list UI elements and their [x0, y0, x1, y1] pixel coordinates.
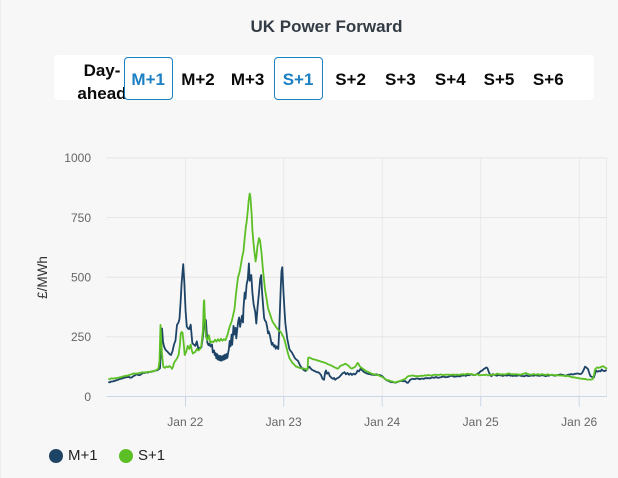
svg-text:Jan 22: Jan 22: [167, 415, 203, 429]
svg-text:Jan 25: Jan 25: [463, 415, 499, 429]
svg-text:250: 250: [71, 330, 91, 344]
svg-text:Jan 26: Jan 26: [561, 415, 597, 429]
svg-text:750: 750: [71, 211, 91, 225]
svg-text:0: 0: [84, 390, 91, 404]
svg-text:Jan 23: Jan 23: [266, 415, 302, 429]
svg-text:£/MWh: £/MWh: [35, 256, 50, 299]
svg-text:Jan 24: Jan 24: [364, 415, 400, 429]
svg-text:1000: 1000: [64, 151, 91, 165]
svg-text:500: 500: [71, 271, 91, 285]
